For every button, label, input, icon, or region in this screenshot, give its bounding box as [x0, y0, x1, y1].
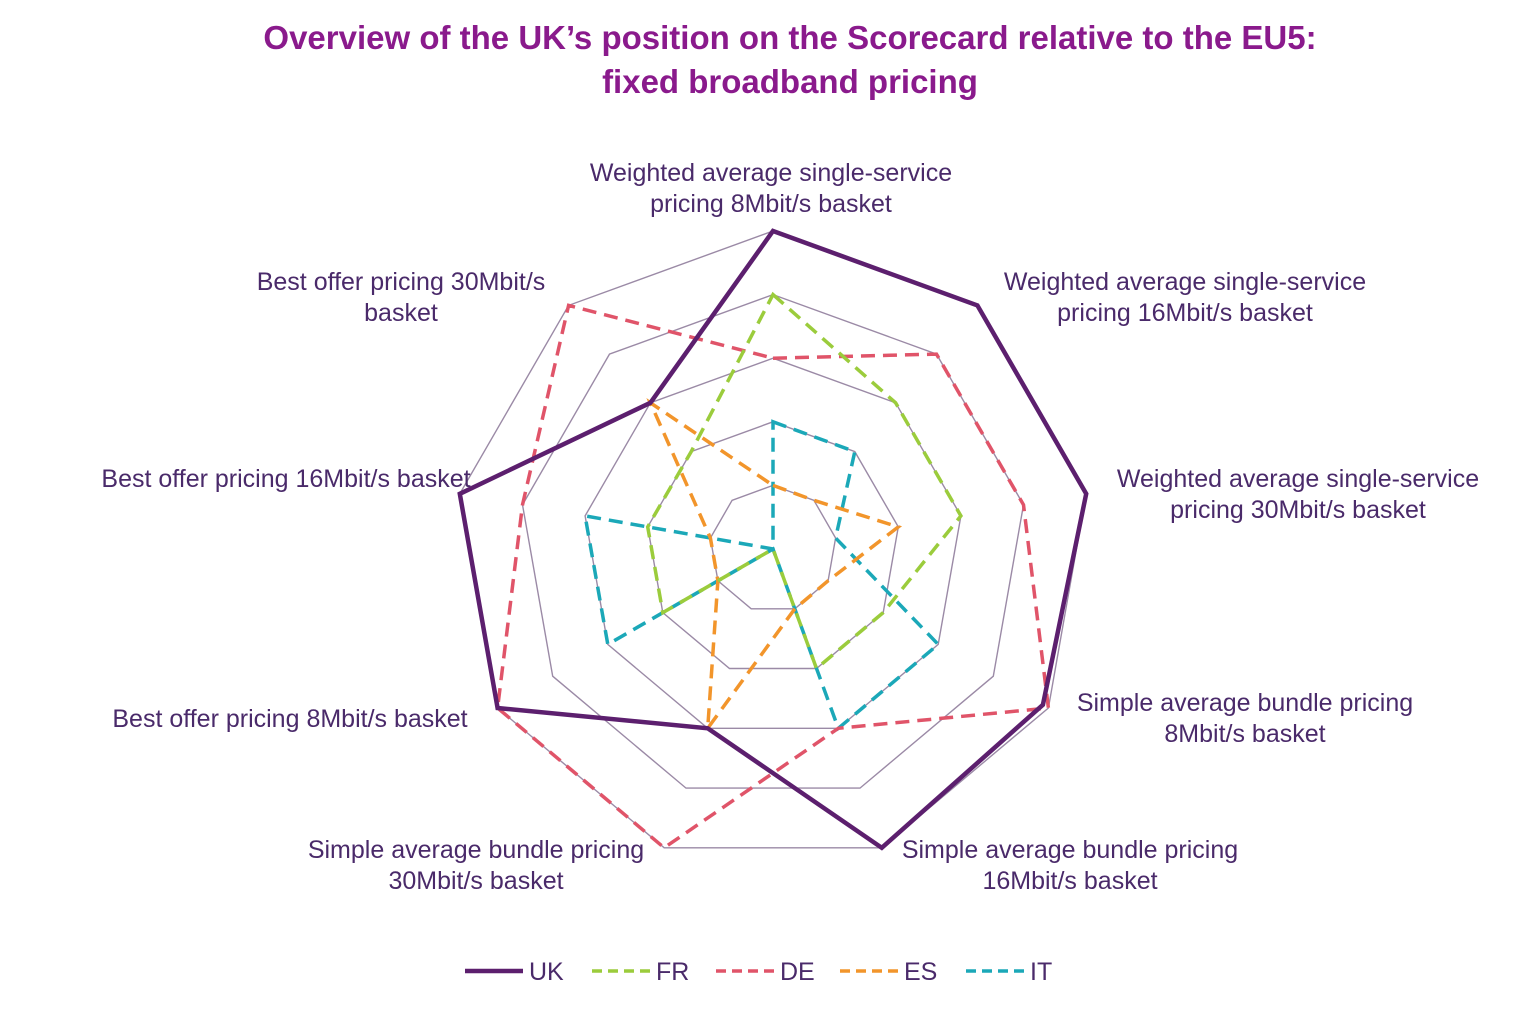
axis-label-5: Simple average bundle pricing 16Mbit/s ba…: [902, 836, 1238, 895]
axis-label-line: Weighted average single-service: [1117, 465, 1479, 493]
axis-label-line: Best offer pricing 16Mbit/s basket: [101, 465, 470, 493]
legend-label: DE: [780, 958, 815, 986]
legend: UK FR DE ES IT: [465, 958, 1052, 986]
chart-subtitle: fixed broadband pricing: [602, 63, 978, 100]
legend-item-fr: FR: [592, 958, 689, 986]
axis-labels: Weighted average single-service pricing 8…: [101, 159, 1479, 895]
grid-ring-1: [709, 484, 837, 610]
axis-label-line: Best offer pricing 30Mbit/s: [257, 268, 546, 296]
axis-label-1: Weighted average single-service pricing 8…: [590, 159, 952, 218]
legend-label: ES: [904, 958, 937, 986]
axis-label-4: Simple average bundle pricing 8Mbit/s bas…: [1077, 689, 1413, 748]
series-fr-line: [645, 291, 964, 672]
series-de-line: [495, 303, 1051, 850]
legend-label: IT: [1030, 958, 1052, 986]
axis-label-line: Simple average bundle pricing: [1077, 689, 1413, 717]
legend-label: FR: [656, 958, 689, 986]
grid-ring-4: [521, 293, 1025, 789]
series-es-line: [646, 397, 903, 735]
axis-label-line: Weighted average single-service: [590, 159, 952, 187]
axis-label-line: 16Mbit/s basket: [982, 867, 1157, 895]
axis-label-line: 8Mbit/s basket: [1164, 720, 1325, 748]
axis-label-line: basket: [364, 299, 438, 327]
legend-label: UK: [529, 958, 564, 986]
series-it-line: [582, 419, 941, 732]
legend-item-it: IT: [966, 958, 1052, 986]
axis-label-line: Weighted average single-service: [1004, 268, 1366, 296]
chart-title-line1: Overview of the UK’s position on the Sco…: [263, 19, 1317, 56]
axis-label-7: Best offer pricing 8Mbit/s basket: [112, 705, 467, 733]
axis-label-8: Best offer pricing 16Mbit/s basket: [101, 465, 470, 493]
radar-series: [457, 228, 1089, 851]
axis-label-line: Simple average bundle pricing: [308, 836, 644, 864]
grid-ring-3: [584, 357, 962, 729]
axis-label-6: Simple average bundle pricing 30Mbit/s ba…: [308, 836, 644, 895]
chart-title: Overview of the UK’s position on the Sco…: [0, 16, 1536, 104]
axis-label-9: Best offer pricing 30Mbit/s basket: [257, 268, 546, 327]
axis-label-line: 30Mbit/s basket: [388, 867, 563, 895]
axis-label-2: Weighted average single-service pricing 1…: [1004, 268, 1366, 327]
series-uk-line: [457, 228, 1089, 851]
axis-label-line: pricing 8Mbit/s basket: [650, 190, 892, 218]
legend-item-de: DE: [716, 958, 815, 986]
axis-label-line: Simple average bundle pricing: [902, 836, 1238, 864]
legend-item-uk: UK: [465, 958, 564, 986]
axis-label-line: pricing 16Mbit/s basket: [1057, 299, 1313, 327]
axis-label-line: pricing 30Mbit/s basket: [1170, 496, 1426, 524]
legend-item-es: ES: [840, 958, 937, 986]
axis-label-line: Best offer pricing 8Mbit/s basket: [112, 705, 467, 733]
axis-label-3: Weighted average single-service pricing 3…: [1117, 465, 1479, 524]
